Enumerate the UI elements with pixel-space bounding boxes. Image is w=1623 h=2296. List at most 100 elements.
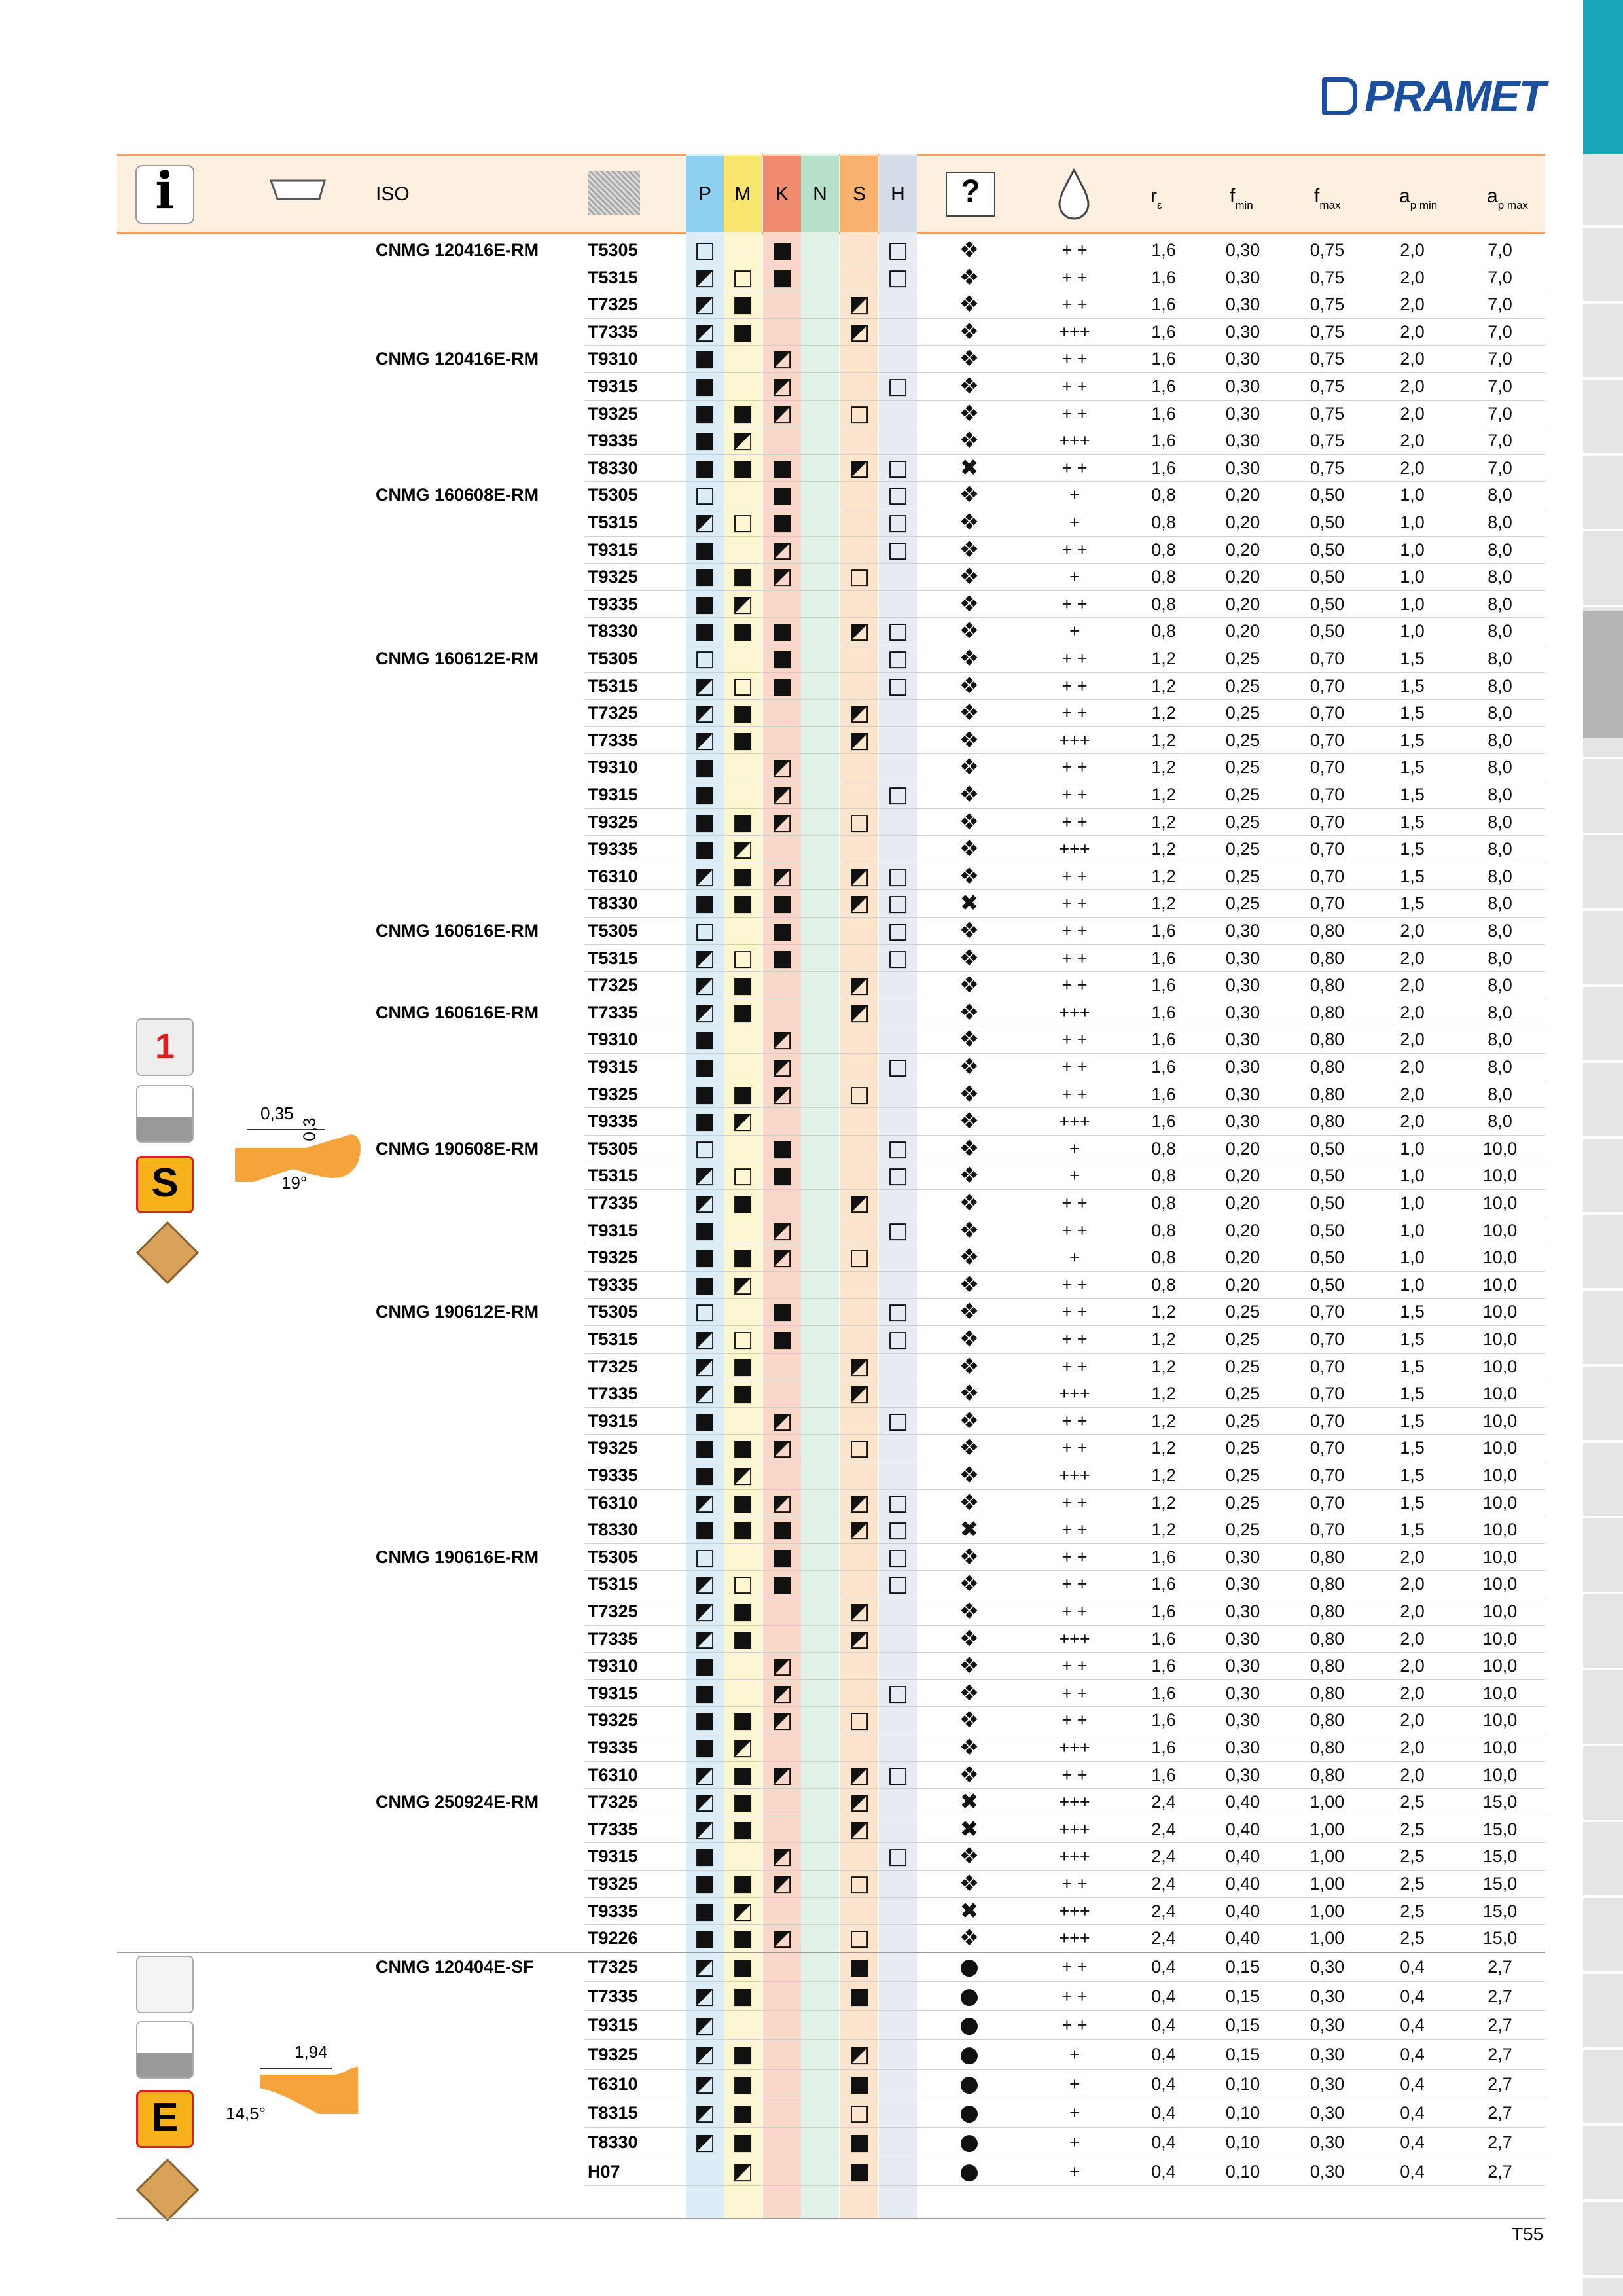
value: 0,30 <box>1225 975 1260 996</box>
symbol: □ <box>887 1217 909 1244</box>
symbol: ■ <box>732 1598 754 1624</box>
symbol: □ <box>694 1135 716 1162</box>
value: +++ <box>1059 1628 1090 1649</box>
row-rule <box>584 1842 1545 1844</box>
row-rule <box>584 808 1545 809</box>
value: + + <box>1061 2015 1088 2036</box>
symbol: ◩ <box>771 863 793 889</box>
value: 0,4 <box>1400 2103 1425 2123</box>
row-rule <box>584 726 1545 727</box>
symbol: ◩ <box>732 836 754 863</box>
symbol: ◩ <box>771 1925 793 1952</box>
symbol: ■ <box>848 1982 870 2009</box>
grade: T9325 <box>588 567 638 587</box>
value: 0,30 <box>1225 403 1260 423</box>
value: 1,2 <box>1151 1438 1176 1458</box>
grade: T9335 <box>588 594 638 614</box>
value: + <box>1069 1247 1080 1268</box>
value: 0,8 <box>1151 621 1176 641</box>
value: 1,6 <box>1151 1002 1176 1022</box>
value: 1,5 <box>1400 893 1425 914</box>
value: + <box>1069 2132 1080 2152</box>
symbol: ◩ <box>771 1244 793 1271</box>
symbol: ■ <box>771 1299 793 1325</box>
value: 2,7 <box>1488 2161 1512 2181</box>
value: 0,25 <box>1225 1465 1260 1485</box>
value: 8,0 <box>1488 757 1512 778</box>
symbol: ■ <box>732 2070 754 2097</box>
symbol: ❖ <box>959 1761 980 1788</box>
value: 1,2 <box>1151 1384 1176 1404</box>
value: 0,30 <box>1225 1628 1260 1649</box>
symbol: ◩ <box>732 1271 754 1298</box>
symbol: ❖ <box>959 482 980 509</box>
value: 1,5 <box>1400 1302 1425 1322</box>
value: 2,4 <box>1151 1874 1176 1893</box>
row-rule <box>584 1189 1545 1190</box>
value: 0,4 <box>1400 2015 1425 2036</box>
cut-icon <box>136 2021 194 2079</box>
header-sub: max <box>1319 199 1341 211</box>
value: 0,10 <box>1225 2073 1260 2094</box>
value: 1,6 <box>1151 1765 1176 1785</box>
value: 0,25 <box>1225 730 1260 750</box>
value: 2,0 <box>1400 975 1425 996</box>
value: 0,10 <box>1225 2161 1260 2181</box>
symbol: ❖ <box>959 564 980 590</box>
symbol: ❖ <box>959 1217 980 1244</box>
value: 0,30 <box>1225 1574 1260 1594</box>
dim-label: 1,94 <box>294 2042 328 2062</box>
row-rule <box>584 1053 1545 1054</box>
symbol: ■ <box>771 1326 793 1352</box>
value: 1,6 <box>1151 431 1176 451</box>
value: 0,80 <box>1310 975 1345 996</box>
symbol: ■ <box>694 400 716 427</box>
symbol: ■ <box>732 863 754 889</box>
value: + + <box>1061 1956 1088 1977</box>
value: + + <box>1061 1520 1088 1540</box>
symbol: ● <box>959 1953 979 1980</box>
symbol: ◩ <box>694 1789 716 1816</box>
value: 1,5 <box>1400 703 1425 723</box>
value: 2,0 <box>1400 295 1425 315</box>
value: 8,0 <box>1488 703 1512 723</box>
row-rule <box>584 1270 1545 1272</box>
value: 1,0 <box>1400 567 1425 587</box>
value: + + <box>1061 649 1088 668</box>
symbol: ◩ <box>694 2100 716 2126</box>
symbol: ❖ <box>959 1353 980 1380</box>
value: 10,0 <box>1482 1220 1518 1240</box>
value: 0,25 <box>1225 866 1260 886</box>
value: 0,50 <box>1310 1247 1345 1268</box>
value: 1,5 <box>1400 1438 1425 1458</box>
value: 15,0 <box>1482 1901 1518 1921</box>
grade: T7325 <box>588 295 638 315</box>
value: 1,00 <box>1310 1928 1345 1948</box>
symbol: ◩ <box>694 2070 716 2097</box>
value: 1,0 <box>1400 1247 1425 1268</box>
value: 8,0 <box>1488 594 1512 614</box>
value: 1,0 <box>1400 1166 1425 1186</box>
dim-label: 0,35 <box>260 1103 294 1123</box>
symbol: ■ <box>771 509 793 535</box>
value: 10,0 <box>1482 1628 1518 1649</box>
symbol: ■ <box>694 1679 716 1706</box>
value: 1,6 <box>1151 1111 1176 1132</box>
value: + <box>1069 2161 1080 2181</box>
symbol: □ <box>887 645 909 672</box>
symbol: □ <box>848 1244 870 1271</box>
value: 0,25 <box>1225 893 1260 914</box>
symbol: ❖ <box>959 373 980 399</box>
symbol: □ <box>887 1489 909 1516</box>
symbol: ■ <box>732 291 754 318</box>
value: 10,0 <box>1482 1520 1518 1540</box>
value: 10,0 <box>1482 1765 1518 1785</box>
row-rule <box>584 1870 1545 1871</box>
symbol: ■ <box>694 1026 716 1053</box>
value: +++ <box>1059 1465 1090 1485</box>
symbol: ◩ <box>771 564 793 590</box>
value: 0,80 <box>1310 1765 1345 1785</box>
value: 1,6 <box>1151 1602 1176 1621</box>
value: 0,70 <box>1310 730 1345 750</box>
value: + <box>1069 567 1080 587</box>
